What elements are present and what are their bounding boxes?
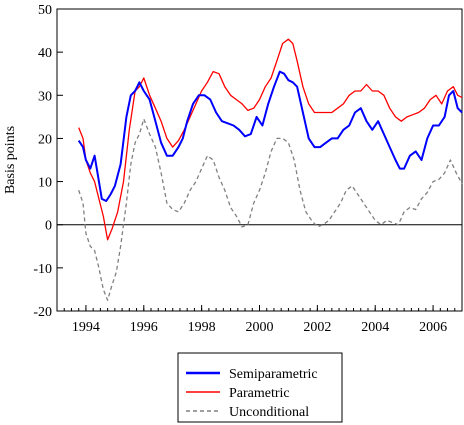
x-tick-label: 1994: [72, 320, 100, 335]
series-lines: [77, 38, 463, 301]
y-tick-label: -20: [33, 305, 52, 320]
x-tick-label: 2006: [419, 320, 447, 335]
y-axis-title: Basis points: [3, 126, 18, 194]
y-tick-label: 0: [45, 219, 52, 234]
y-tick-label: 30: [38, 89, 52, 104]
x-tick-label: 1998: [188, 320, 216, 335]
x-tick-label: 2000: [246, 320, 274, 335]
x-tick-label: 2004: [361, 320, 389, 335]
y-tick-label: -10: [33, 262, 52, 277]
legend-box: [177, 352, 343, 423]
legend-label-unconditional: Unconditional: [229, 405, 309, 420]
series-line-semiparametric: [77, 70, 463, 202]
series-line-unconditional: [78, 118, 463, 301]
y-tick-label: 50: [38, 3, 52, 18]
legend-label-semiparametric: Semiparametric: [229, 367, 318, 382]
legend: Semiparametric Parametric Unconditional: [177, 352, 343, 423]
x-ticks: 1994 1996 1998 2000 2002 2004 2006: [72, 305, 447, 335]
series-line-parametric: [78, 38, 463, 241]
y-tick-label: 20: [38, 132, 52, 147]
y-ticks: -20 -10 0 10 20 30 40 50: [33, 3, 63, 320]
y-tick-label: 40: [38, 46, 52, 61]
legend-label-parametric: Parametric: [229, 386, 290, 401]
plot-area: [56, 8, 463, 312]
x-tick-label: 2002: [303, 320, 331, 335]
y-tick-label: 10: [38, 176, 52, 191]
x-tick-label: 1996: [130, 320, 158, 335]
